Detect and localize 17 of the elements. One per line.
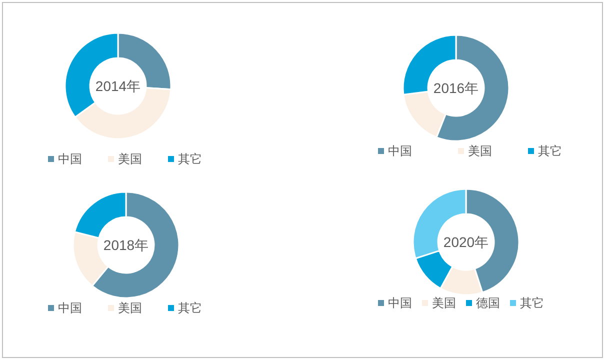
legend-label: 中国 — [388, 144, 412, 158]
legend-label: 中国 — [58, 301, 82, 315]
legend-label: 中国 — [58, 152, 82, 166]
legend-label: 中国 — [388, 296, 412, 310]
text: 2020年 — [443, 234, 489, 250]
legend-label: 美国 — [468, 144, 492, 158]
legend-label: 其它 — [178, 301, 202, 315]
legend-label: 美国 — [118, 301, 142, 315]
legend-label: 其它 — [538, 144, 562, 158]
legend-label: 其它 — [520, 296, 544, 310]
text: 2016年 — [433, 80, 479, 96]
legend-label: 美国 — [118, 152, 142, 166]
legend-label: 德国 — [476, 296, 500, 310]
legend-label: 美国 — [432, 296, 456, 310]
legend-label: 其它 — [178, 152, 202, 166]
text: 2014年 — [95, 78, 141, 94]
text: 2018年 — [103, 237, 149, 253]
